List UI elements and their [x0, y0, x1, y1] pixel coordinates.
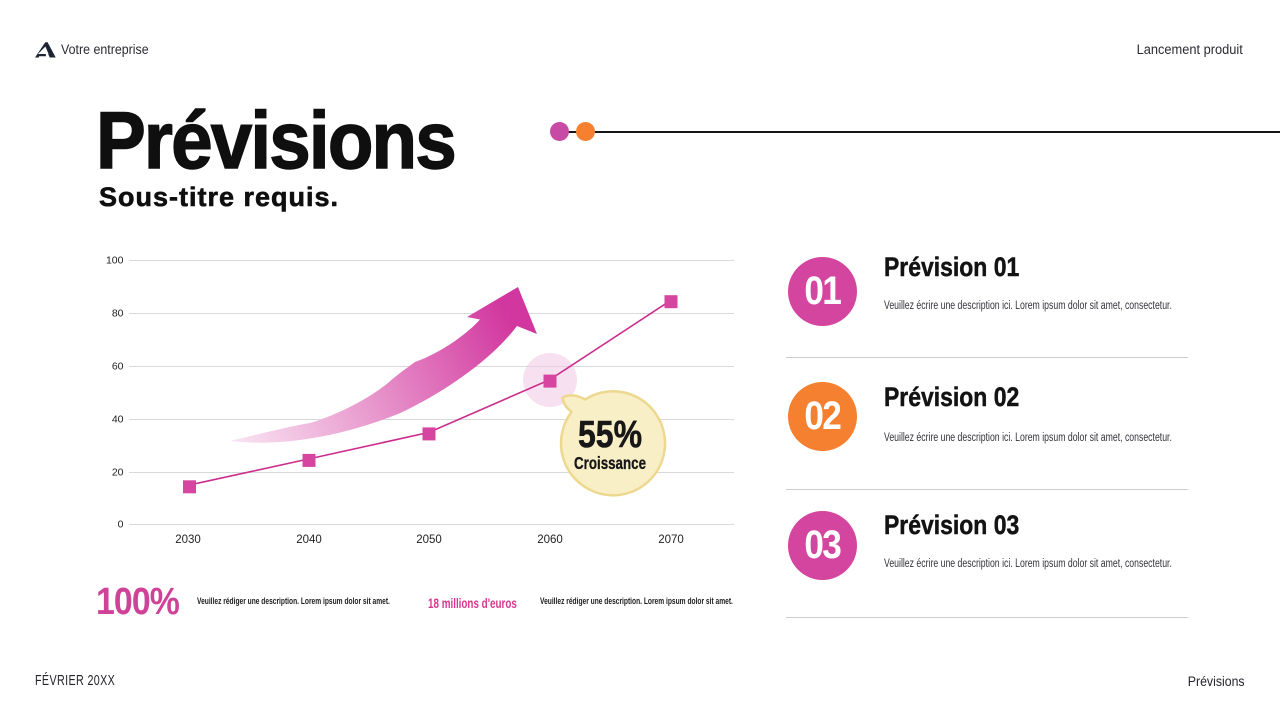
svg-text:0: 0	[118, 519, 124, 531]
svg-text:55%: 55%	[578, 414, 642, 456]
svg-text:20: 20	[112, 467, 124, 479]
svg-text:40: 40	[112, 414, 124, 426]
svg-text:2050: 2050	[416, 534, 442, 546]
svg-text:2060: 2060	[537, 534, 563, 546]
svg-text:2030: 2030	[175, 534, 201, 546]
svg-text:2070: 2070	[658, 534, 684, 546]
svg-text:100: 100	[106, 255, 124, 267]
svg-text:2040: 2040	[296, 534, 322, 546]
svg-text:60: 60	[112, 361, 124, 373]
svg-text:80: 80	[112, 308, 124, 320]
svg-text:Croissance: Croissance	[574, 453, 646, 473]
